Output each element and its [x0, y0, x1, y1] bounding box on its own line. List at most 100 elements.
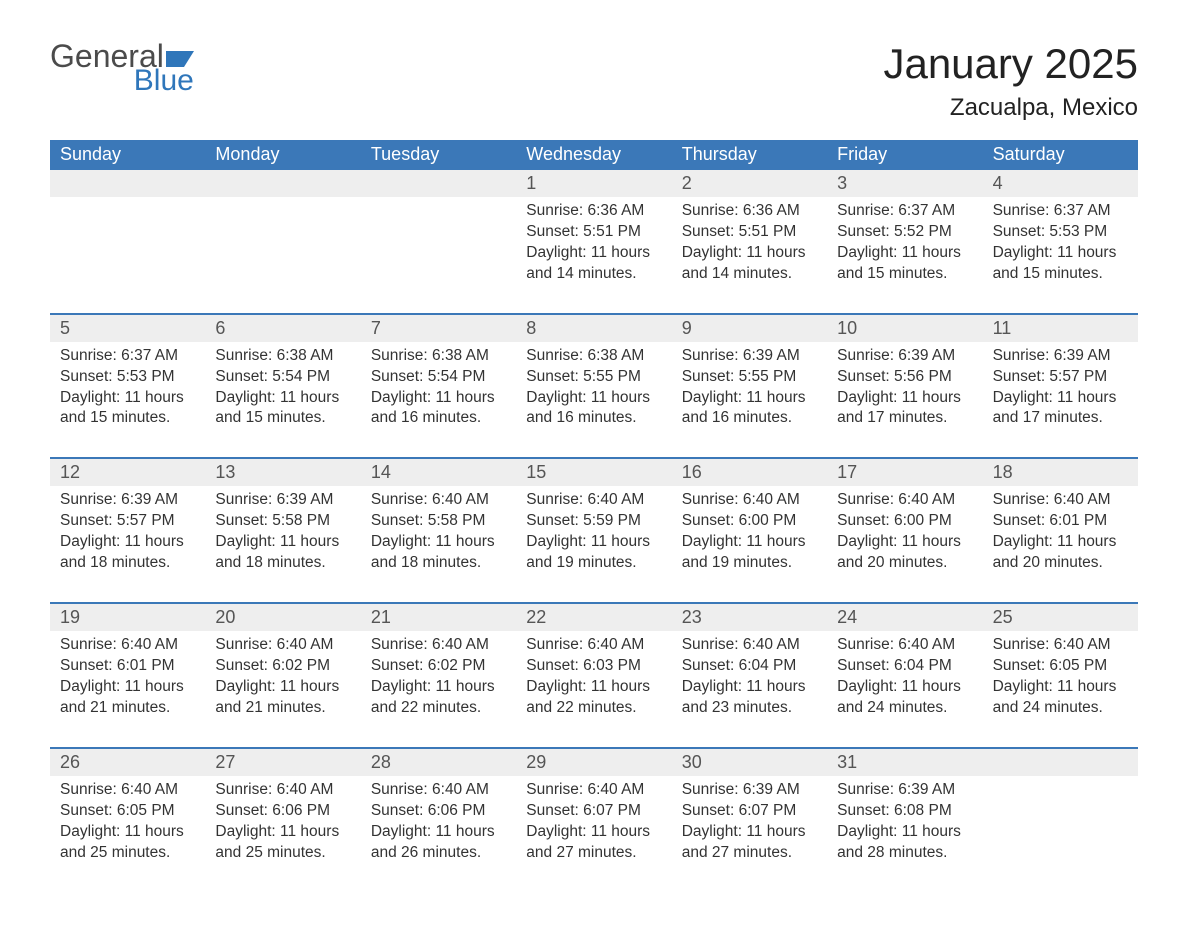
day-cell: Sunrise: 6:40 AMSunset: 6:05 PMDaylight:…	[983, 631, 1138, 719]
day-cell: Sunrise: 6:40 AMSunset: 5:59 PMDaylight:…	[516, 486, 671, 574]
day-number: 14	[361, 459, 516, 486]
sunrise: Sunrise: 6:38 AM	[215, 346, 350, 367]
weekday-label: Monday	[205, 140, 360, 170]
day-number: 24	[827, 604, 982, 631]
title-block: January 2025 Zacualpa, Mexico	[883, 40, 1138, 122]
day-cell: Sunrise: 6:39 AMSunset: 5:58 PMDaylight:…	[205, 486, 360, 574]
day-number	[983, 749, 1138, 776]
sunrise: Sunrise: 6:36 AM	[682, 201, 817, 222]
sunrise: Sunrise: 6:39 AM	[837, 780, 972, 801]
weekday-label: Thursday	[672, 140, 827, 170]
sunrise: Sunrise: 6:40 AM	[837, 490, 972, 511]
daylight: Daylight: 11 hours and 18 minutes.	[371, 532, 506, 574]
day-number: 5	[50, 315, 205, 342]
day-cell: Sunrise: 6:39 AMSunset: 6:08 PMDaylight:…	[827, 776, 982, 864]
sunset: Sunset: 5:51 PM	[526, 222, 661, 243]
day-cell: Sunrise: 6:37 AMSunset: 5:52 PMDaylight:…	[827, 197, 982, 285]
day-content-row: Sunrise: 6:37 AMSunset: 5:53 PMDaylight:…	[50, 342, 1138, 458]
day-number: 15	[516, 459, 671, 486]
sunset: Sunset: 6:08 PM	[837, 801, 972, 822]
day-number: 21	[361, 604, 516, 631]
daylight: Daylight: 11 hours and 16 minutes.	[526, 388, 661, 430]
sunrise: Sunrise: 6:40 AM	[60, 780, 195, 801]
day-cell: Sunrise: 6:38 AMSunset: 5:54 PMDaylight:…	[361, 342, 516, 430]
sunset: Sunset: 5:51 PM	[682, 222, 817, 243]
day-number: 31	[827, 749, 982, 776]
sunset: Sunset: 5:59 PM	[526, 511, 661, 532]
sunrise: Sunrise: 6:40 AM	[371, 780, 506, 801]
sunrise: Sunrise: 6:40 AM	[993, 635, 1128, 656]
sunrise: Sunrise: 6:40 AM	[682, 490, 817, 511]
sunrise: Sunrise: 6:37 AM	[993, 201, 1128, 222]
sunset: Sunset: 6:01 PM	[993, 511, 1128, 532]
day-cell: Sunrise: 6:40 AMSunset: 6:04 PMDaylight:…	[827, 631, 982, 719]
day-cell: Sunrise: 6:40 AMSunset: 6:00 PMDaylight:…	[672, 486, 827, 574]
sunrise: Sunrise: 6:40 AM	[682, 635, 817, 656]
day-number: 7	[361, 315, 516, 342]
day-number: 19	[50, 604, 205, 631]
day-number: 3	[827, 170, 982, 197]
sunset: Sunset: 6:02 PM	[371, 656, 506, 677]
day-number: 20	[205, 604, 360, 631]
day-cell: Sunrise: 6:39 AMSunset: 6:07 PMDaylight:…	[672, 776, 827, 864]
day-number	[50, 170, 205, 197]
day-cell	[50, 197, 205, 285]
daylight: Daylight: 11 hours and 16 minutes.	[371, 388, 506, 430]
day-cell: Sunrise: 6:40 AMSunset: 6:02 PMDaylight:…	[361, 631, 516, 719]
sunrise: Sunrise: 6:40 AM	[60, 635, 195, 656]
sunrise: Sunrise: 6:39 AM	[60, 490, 195, 511]
sunset: Sunset: 5:55 PM	[526, 367, 661, 388]
day-number: 29	[516, 749, 671, 776]
sunrise: Sunrise: 6:38 AM	[526, 346, 661, 367]
day-number-row: 262728293031	[50, 747, 1138, 776]
location: Zacualpa, Mexico	[883, 94, 1138, 122]
sunset: Sunset: 5:58 PM	[371, 511, 506, 532]
sunrise: Sunrise: 6:37 AM	[837, 201, 972, 222]
weekday-label: Saturday	[983, 140, 1138, 170]
day-number: 9	[672, 315, 827, 342]
day-cell: Sunrise: 6:40 AMSunset: 6:06 PMDaylight:…	[205, 776, 360, 864]
day-number: 23	[672, 604, 827, 631]
sunset: Sunset: 6:05 PM	[993, 656, 1128, 677]
daylight: Daylight: 11 hours and 15 minutes.	[215, 388, 350, 430]
daylight: Daylight: 11 hours and 22 minutes.	[371, 677, 506, 719]
sunrise: Sunrise: 6:40 AM	[526, 635, 661, 656]
day-number: 12	[50, 459, 205, 486]
day-number-row: 12131415161718	[50, 457, 1138, 486]
day-content-row: Sunrise: 6:40 AMSunset: 6:01 PMDaylight:…	[50, 631, 1138, 747]
daylight: Daylight: 11 hours and 15 minutes.	[837, 243, 972, 285]
day-cell: Sunrise: 6:40 AMSunset: 6:02 PMDaylight:…	[205, 631, 360, 719]
sunrise: Sunrise: 6:36 AM	[526, 201, 661, 222]
sunrise: Sunrise: 6:40 AM	[215, 635, 350, 656]
sunset: Sunset: 6:06 PM	[371, 801, 506, 822]
sunset: Sunset: 5:57 PM	[993, 367, 1128, 388]
day-content-row: Sunrise: 6:36 AMSunset: 5:51 PMDaylight:…	[50, 197, 1138, 313]
daylight: Daylight: 11 hours and 24 minutes.	[993, 677, 1128, 719]
daylight: Daylight: 11 hours and 21 minutes.	[60, 677, 195, 719]
sunset: Sunset: 5:58 PM	[215, 511, 350, 532]
day-number: 17	[827, 459, 982, 486]
daylight: Daylight: 11 hours and 16 minutes.	[682, 388, 817, 430]
sunrise: Sunrise: 6:40 AM	[371, 635, 506, 656]
sunrise: Sunrise: 6:40 AM	[837, 635, 972, 656]
sunset: Sunset: 6:05 PM	[60, 801, 195, 822]
daylight: Daylight: 11 hours and 22 minutes.	[526, 677, 661, 719]
daylight: Daylight: 11 hours and 14 minutes.	[682, 243, 817, 285]
day-number: 27	[205, 749, 360, 776]
sunrise: Sunrise: 6:40 AM	[993, 490, 1128, 511]
day-number: 22	[516, 604, 671, 631]
daylight: Daylight: 11 hours and 19 minutes.	[526, 532, 661, 574]
sunrise: Sunrise: 6:39 AM	[837, 346, 972, 367]
day-cell: Sunrise: 6:40 AMSunset: 6:03 PMDaylight:…	[516, 631, 671, 719]
day-number: 6	[205, 315, 360, 342]
calendar: Sunday Monday Tuesday Wednesday Thursday…	[50, 140, 1138, 891]
day-number	[205, 170, 360, 197]
logo-text-blue: Blue	[122, 66, 194, 96]
daylight: Daylight: 11 hours and 18 minutes.	[60, 532, 195, 574]
sunrise: Sunrise: 6:40 AM	[526, 490, 661, 511]
day-number: 11	[983, 315, 1138, 342]
sunrise: Sunrise: 6:39 AM	[215, 490, 350, 511]
sunset: Sunset: 6:06 PM	[215, 801, 350, 822]
sunset: Sunset: 5:55 PM	[682, 367, 817, 388]
day-number: 10	[827, 315, 982, 342]
